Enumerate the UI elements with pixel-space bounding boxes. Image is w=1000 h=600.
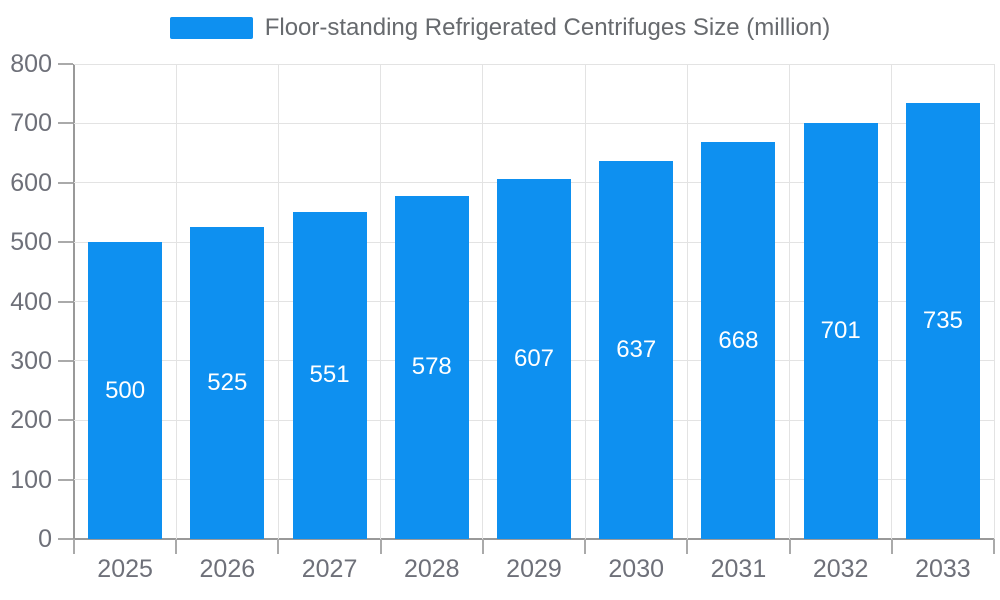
x-axis-label: 2029 (506, 555, 562, 583)
bar-value-label: 735 (922, 306, 963, 334)
y-axis-tick (58, 478, 73, 481)
bar-2027[interactable]: 551 (292, 211, 367, 539)
x-axis-tick (175, 539, 178, 554)
y-axis-label: 500 (10, 228, 52, 257)
legend-item[interactable]: Floor-standing Refrigerated Centrifuges … (0, 14, 1000, 42)
y-axis-label: 600 (10, 168, 52, 197)
gridline-vertical (993, 64, 995, 539)
y-axis-label: 200 (10, 406, 52, 435)
gridline-vertical (686, 64, 688, 539)
bar-value-label: 500 (105, 376, 146, 404)
gridline-vertical (584, 64, 586, 539)
gridline-horizontal (74, 122, 994, 124)
bar-2025[interactable]: 500 (88, 242, 163, 539)
x-axis-label: 2027 (301, 555, 358, 583)
bar-2030[interactable]: 637 (599, 160, 674, 539)
gridline-vertical (482, 64, 484, 539)
gridline-vertical (380, 64, 382, 539)
bar-value-label: 578 (411, 353, 452, 381)
bar-value-label: 701 (820, 316, 861, 344)
gridline-vertical (891, 64, 893, 539)
y-axis-tick (58, 63, 73, 65)
bar-value-label: 637 (616, 335, 657, 363)
bar-value-label: 607 (513, 344, 555, 372)
bar-2031[interactable]: 668 (701, 142, 776, 539)
y-axis-tick (58, 538, 73, 540)
bar-value-label: 551 (309, 361, 350, 389)
y-axis-label: 0 (38, 525, 52, 553)
x-axis-label: 2025 (97, 555, 153, 583)
y-axis-label: 800 (10, 50, 52, 78)
y-axis-tick (58, 419, 73, 422)
x-axis-label: 2028 (403, 555, 460, 583)
x-axis-label: 2033 (915, 555, 971, 583)
x-axis-label: 2030 (608, 555, 665, 583)
y-axis-label: 400 (10, 287, 52, 316)
x-axis-tick (73, 539, 75, 554)
x-axis-line (73, 538, 994, 540)
y-axis-tick (58, 300, 73, 303)
y-axis-label: 100 (10, 465, 52, 494)
x-axis-tick (993, 539, 995, 554)
bar-2028[interactable]: 578 (394, 195, 469, 539)
y-axis-label: 300 (10, 346, 52, 375)
x-axis-tick (379, 539, 382, 554)
y-axis-tick (58, 181, 73, 184)
bar-value-label: 668 (718, 326, 759, 354)
bar-2026[interactable]: 525 (190, 227, 265, 539)
legend-swatch (169, 17, 253, 39)
bar-2029[interactable]: 607 (497, 178, 571, 539)
gridline-vertical (175, 64, 177, 539)
y-axis-label: 700 (10, 109, 52, 138)
gridline-horizontal (74, 63, 994, 65)
x-axis-tick (788, 539, 791, 554)
x-axis-label: 2032 (812, 555, 869, 583)
gridline-vertical (277, 64, 279, 539)
bar-value-label: 525 (207, 369, 248, 397)
x-axis-tick (686, 539, 689, 554)
x-axis-label: 2031 (710, 555, 767, 583)
x-axis-tick (890, 539, 893, 554)
bar-2033[interactable]: 735 (905, 102, 980, 539)
y-axis-tick (58, 359, 73, 362)
legend-label: Floor-standing Refrigerated Centrifuges … (264, 14, 831, 41)
x-axis-tick (481, 539, 484, 554)
plot-area: 0 100 200 300 400 500 600 700 800 2025 500 2026 525 2… (10, 52, 995, 582)
x-axis-label: 2026 (199, 555, 256, 583)
x-axis-tick (277, 539, 280, 554)
y-axis-tick (58, 241, 73, 244)
gridline-vertical (789, 64, 791, 539)
x-axis-tick (584, 539, 587, 554)
bar-2032[interactable]: 701 (803, 122, 878, 539)
y-axis-tick (58, 122, 73, 125)
